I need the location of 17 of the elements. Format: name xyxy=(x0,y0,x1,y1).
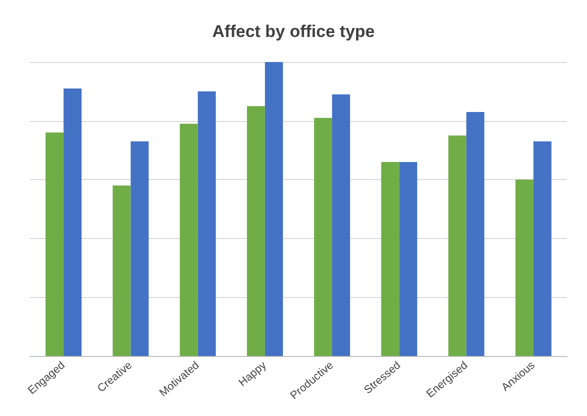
bar xyxy=(112,185,131,356)
bar xyxy=(381,162,400,356)
bar xyxy=(314,118,332,356)
bar xyxy=(246,106,265,356)
bar xyxy=(46,132,64,356)
bar xyxy=(448,136,466,356)
bar xyxy=(130,141,149,356)
bar xyxy=(264,62,283,356)
bar xyxy=(198,91,216,356)
bar xyxy=(533,141,552,356)
bar xyxy=(180,124,198,356)
bar xyxy=(515,180,534,356)
bar xyxy=(332,94,350,356)
bar xyxy=(64,88,82,356)
bar xyxy=(399,162,418,356)
bar xyxy=(466,112,484,356)
chart-title: Affect by office type xyxy=(212,22,375,41)
